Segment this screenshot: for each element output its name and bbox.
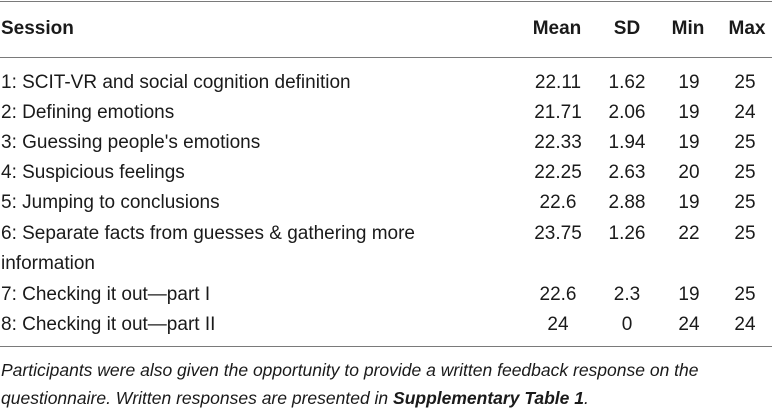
row-session: 3: Guessing people's emotions	[1, 132, 261, 153]
row-mean: 24	[547, 314, 569, 335]
row-session-continued: information	[1, 253, 95, 274]
row-min: 22	[678, 223, 700, 244]
row-min: 19	[678, 284, 700, 305]
table-top-rule	[0, 1, 772, 2]
row-mean: 22.25	[534, 162, 582, 183]
row-mean: 23.75	[534, 223, 582, 244]
row-session: 1: SCIT-VR and social cognition definiti…	[1, 72, 351, 93]
row-min: 19	[678, 72, 700, 93]
row-mean: 22.33	[534, 132, 582, 153]
footnote-period: .	[583, 388, 589, 408]
row-min: 19	[678, 192, 700, 213]
row-mean: 21.71	[534, 102, 582, 123]
row-sd: 2.06	[608, 102, 646, 123]
row-max: 25	[734, 192, 756, 213]
row-sd: 0	[621, 314, 633, 335]
row-sd: 1.62	[608, 72, 646, 93]
header-sd: SD	[613, 18, 641, 39]
row-sd: 2.88	[608, 192, 646, 213]
header-min: Min	[671, 18, 705, 39]
row-min: 19	[678, 132, 700, 153]
row-max: 25	[734, 72, 756, 93]
row-session: 7: Checking it out—part I	[1, 284, 211, 305]
table-header-rule	[0, 57, 772, 58]
row-sd: 1.94	[608, 132, 646, 153]
row-session: 2: Defining emotions	[1, 102, 175, 123]
row-sd: 2.63	[608, 162, 646, 183]
row-max: 25	[734, 284, 756, 305]
footnote-line-2: questionnaire. Written responses are pre…	[1, 388, 394, 408]
row-session: 4: Suspicious feelings	[1, 162, 185, 183]
footnote-supplementary-link[interactable]: Supplementary Table 1	[393, 388, 584, 408]
row-session: 5: Jumping to conclusions	[1, 192, 220, 213]
row-max: 25	[734, 223, 756, 244]
table-header-row: Session Mean SD Min Max	[0, 13, 772, 45]
row-session: 6: Separate facts from guesses & gatheri…	[1, 223, 415, 244]
row-sd: 2.3	[613, 284, 641, 305]
row-min: 19	[678, 102, 700, 123]
row-mean: 22.6	[539, 192, 577, 213]
footnote-line-1: Participants were also given the opportu…	[1, 360, 699, 380]
header-session: Session	[1, 18, 74, 39]
row-max: 24	[734, 102, 756, 123]
row-max: 25	[734, 132, 756, 153]
table-footnote: Participants were also given the opportu…	[1, 356, 771, 412]
row-min: 20	[678, 162, 700, 183]
row-max: 25	[734, 162, 756, 183]
row-session: 8: Checking it out—part II	[1, 314, 216, 335]
header-max: Max	[728, 18, 766, 39]
header-mean: Mean	[532, 18, 582, 39]
row-max: 24	[734, 314, 756, 335]
row-mean: 22.11	[534, 72, 582, 93]
row-mean: 22.6	[539, 284, 577, 305]
table-bottom-rule	[0, 346, 772, 347]
row-sd: 1.26	[608, 223, 646, 244]
row-min: 24	[678, 314, 700, 335]
